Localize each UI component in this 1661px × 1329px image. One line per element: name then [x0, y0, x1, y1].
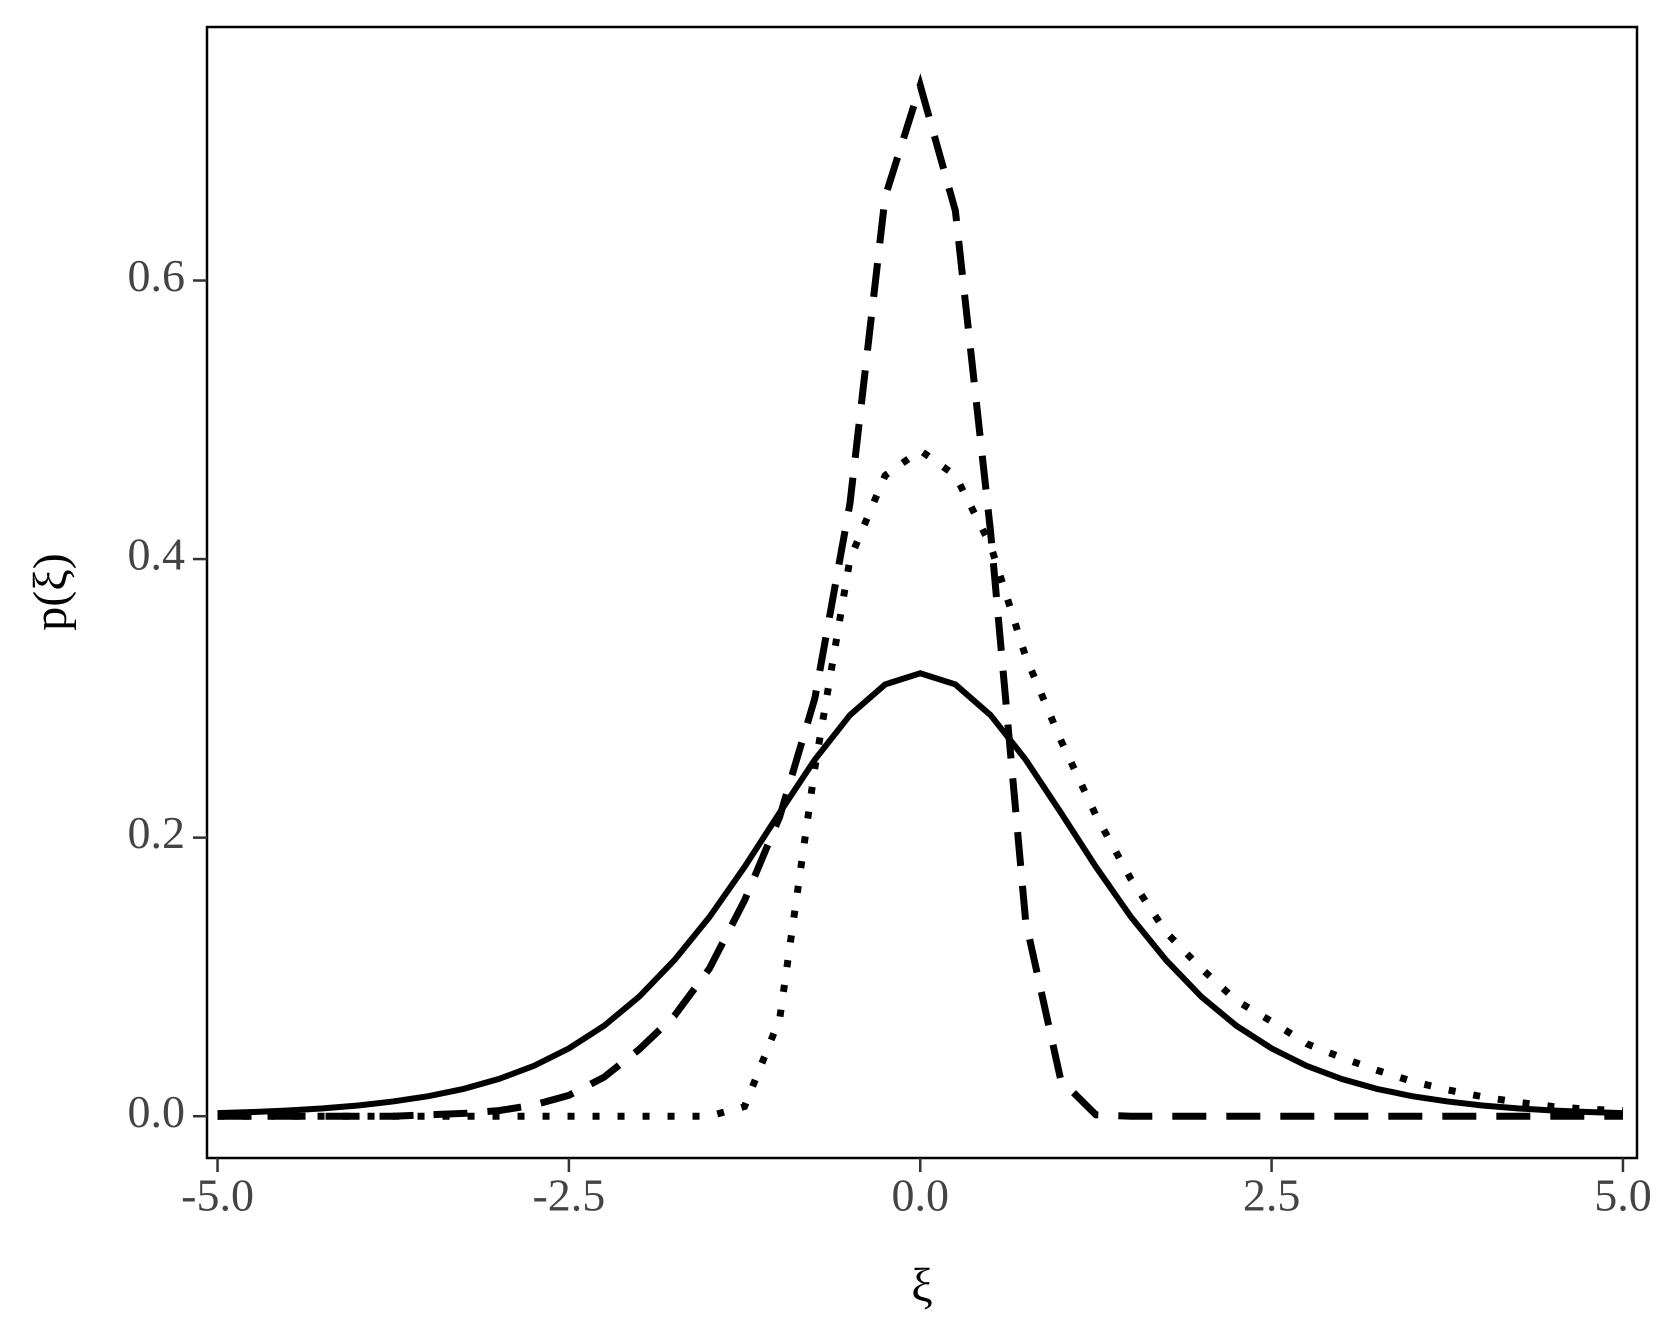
x-tick-label: -2.5: [532, 1170, 605, 1221]
y-axis-label: p(ξ): [24, 553, 77, 630]
x-tick-label: -5.0: [181, 1170, 254, 1221]
x-axis-label: ξ: [911, 1259, 932, 1312]
x-tick-label: 5.0: [1594, 1170, 1652, 1221]
x-tick-label: 0.0: [891, 1170, 949, 1221]
line-series: [217, 446, 1624, 1120]
y-tick-label: 0.0: [128, 1086, 186, 1137]
y-tick-label: 0.6: [128, 250, 186, 301]
line-series: [217, 73, 1623, 1120]
plot-frame: [205, 25, 1639, 1160]
y-tick-label: 0.2: [128, 807, 186, 858]
line-series: [217, 670, 1624, 1117]
y-tick-label: 0.4: [128, 529, 186, 580]
x-tick-label: 2.5: [1243, 1170, 1301, 1221]
